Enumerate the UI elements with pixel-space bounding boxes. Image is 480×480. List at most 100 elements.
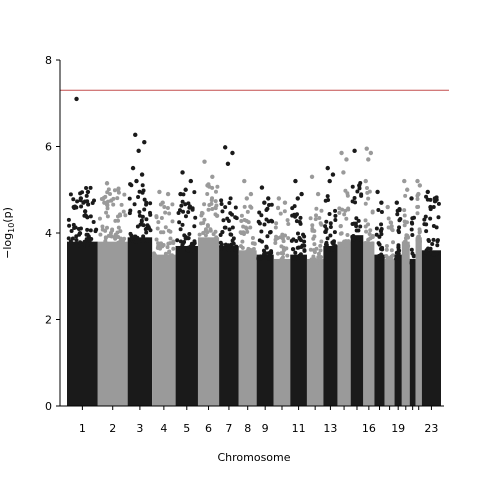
- snp-point: [282, 209, 287, 214]
- top-snp-point: [133, 132, 138, 138]
- snp-point: [436, 201, 441, 206]
- snp-point: [410, 221, 415, 226]
- snp-point: [113, 218, 118, 223]
- top-snp-point: [339, 150, 344, 156]
- snp-point: [110, 227, 115, 232]
- snp-point: [367, 231, 372, 236]
- top-snp-point: [415, 178, 420, 184]
- snp-point: [227, 227, 232, 232]
- snp-point: [274, 261, 279, 266]
- snp-point: [129, 233, 134, 238]
- snp-point: [226, 218, 231, 223]
- x-tick-label: 1: [79, 422, 86, 435]
- snp-point: [257, 221, 262, 226]
- snp-point: [142, 197, 147, 202]
- snp-point: [390, 258, 395, 263]
- snp-point: [424, 229, 429, 234]
- snp-point: [389, 224, 394, 229]
- snp-point: [319, 208, 324, 213]
- snp-point: [186, 201, 191, 206]
- snp-point: [379, 252, 384, 257]
- snp-point: [308, 247, 313, 252]
- snp-point: [210, 196, 215, 201]
- snp-point: [374, 232, 379, 237]
- snp-point: [318, 260, 323, 265]
- top-snp-point: [188, 178, 194, 184]
- snp-point: [159, 216, 164, 220]
- snp-point: [302, 239, 307, 244]
- snp-point: [116, 225, 121, 230]
- snp-point: [101, 243, 106, 248]
- snp-point: [308, 259, 313, 264]
- top-snp-point: [102, 200, 107, 205]
- snp-point: [127, 196, 132, 201]
- snp-point: [293, 250, 298, 255]
- snp-point: [86, 202, 91, 207]
- snp-point: [379, 232, 384, 237]
- top-snp-point: [178, 191, 183, 197]
- snp-point: [380, 245, 385, 250]
- snp-point: [155, 226, 160, 231]
- chromosome-band: [350, 235, 364, 406]
- snp-point: [326, 248, 331, 253]
- snp-point: [396, 228, 401, 233]
- snp-point: [294, 212, 299, 217]
- snp-point: [431, 252, 436, 257]
- snp-point: [144, 217, 149, 222]
- snp-point: [250, 236, 255, 241]
- snp-point: [84, 193, 89, 198]
- snp-point: [359, 193, 364, 198]
- y-tick-label: 8: [45, 54, 52, 67]
- top-snp-point: [242, 178, 247, 184]
- snp-point: [202, 202, 207, 207]
- snp-point: [363, 241, 368, 246]
- y-tick-label: 6: [45, 141, 52, 154]
- snp-point: [345, 240, 350, 245]
- snp-point: [197, 232, 202, 237]
- snp-point: [137, 210, 142, 215]
- snp-point: [402, 223, 407, 228]
- snp-point: [67, 223, 72, 228]
- snp-point: [230, 225, 235, 230]
- snp-point: [435, 243, 440, 248]
- snp-point: [338, 243, 343, 248]
- snp-point: [143, 227, 148, 232]
- snp-point: [355, 189, 360, 194]
- snp-point: [220, 230, 225, 235]
- snp-point: [404, 243, 409, 248]
- snp-point: [366, 196, 371, 201]
- snp-point: [257, 210, 262, 215]
- snp-point: [183, 202, 188, 207]
- snp-point: [88, 228, 93, 233]
- top-snp-point: [202, 159, 207, 164]
- snp-point: [103, 235, 108, 240]
- x-axis-title: Chromosome: [217, 451, 290, 464]
- y-axis-title: −log10(p): [1, 207, 16, 259]
- snp-point: [178, 239, 183, 244]
- snp-point: [363, 218, 368, 223]
- snp-point: [213, 229, 218, 234]
- snp-point: [251, 247, 256, 252]
- snp-point: [379, 222, 384, 227]
- snp-point: [370, 241, 375, 246]
- snp-point: [118, 213, 123, 218]
- snp-point: [256, 256, 261, 261]
- top-snp-point: [165, 191, 171, 197]
- snp-point: [181, 247, 186, 252]
- snp-point: [214, 235, 219, 240]
- snp-point: [345, 193, 350, 198]
- snp-point: [273, 237, 278, 242]
- snp-point: [318, 248, 323, 253]
- snp-point: [377, 234, 382, 239]
- snp-point: [66, 217, 71, 222]
- snp-point: [273, 240, 278, 245]
- top-snp-point: [368, 150, 374, 156]
- top-snp-point: [157, 189, 162, 195]
- snp-point: [203, 227, 208, 232]
- snp-point: [155, 256, 160, 261]
- snp-point: [183, 236, 188, 241]
- top-snp-point: [205, 183, 210, 188]
- top-snp-point: [299, 191, 304, 197]
- top-snp-point: [259, 185, 265, 190]
- top-snp-point: [222, 145, 228, 150]
